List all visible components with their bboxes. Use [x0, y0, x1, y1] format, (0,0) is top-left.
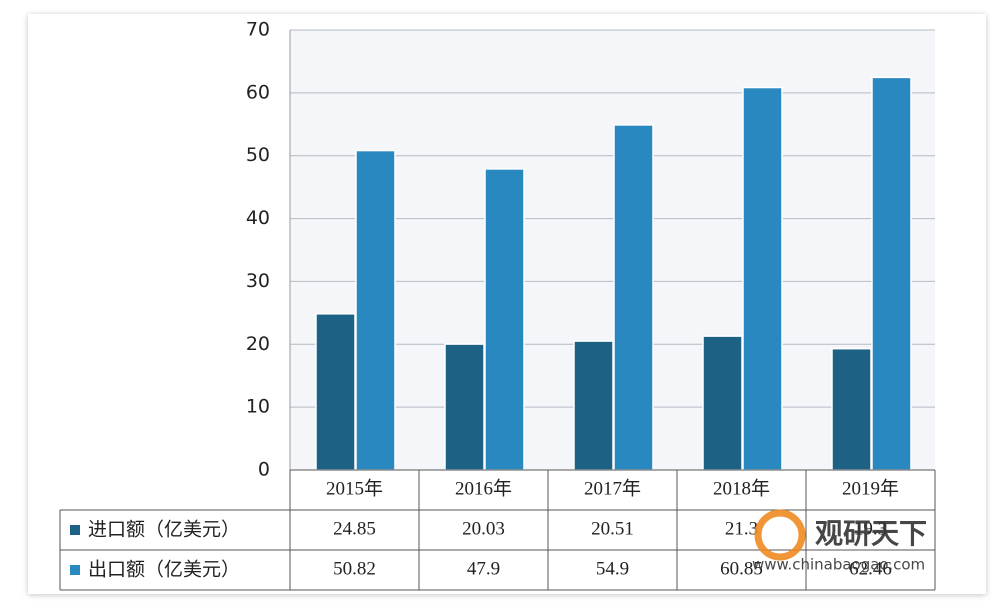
bar — [871, 76, 912, 471]
bar — [355, 149, 396, 471]
table-value: 62.46 — [849, 558, 892, 579]
bar — [702, 335, 743, 471]
watermark-brand: 观研天下 — [815, 517, 927, 550]
table-value: 60.85 — [720, 558, 763, 579]
table-value: 20.03 — [462, 518, 505, 539]
table-value: 47.9 — [467, 558, 500, 579]
table-value: 21.3 — [725, 518, 758, 539]
bar — [613, 124, 654, 471]
watermark: 观研天下 www.chinabaogao.com — [752, 509, 927, 574]
bar — [742, 86, 783, 471]
y-tick-label: 50 — [246, 144, 270, 166]
bar — [573, 340, 614, 471]
y-tick-label: 30 — [246, 270, 270, 292]
legend-swatch — [70, 525, 80, 535]
bar — [831, 347, 872, 471]
y-tick-label: 10 — [246, 396, 270, 418]
bar — [444, 343, 485, 471]
legend-swatch — [70, 565, 80, 575]
x-tick-label: 2018年 — [713, 477, 770, 499]
legend-label: 出口额（亿美元） — [88, 559, 240, 581]
table-value: 20.51 — [591, 518, 634, 539]
watermark-url: www.chinabaogao.com — [752, 556, 925, 574]
table-value: 54.9 — [596, 558, 629, 579]
table-value: 19.3 — [854, 518, 887, 539]
x-tick-label: 2016年 — [455, 477, 512, 499]
legend-label: 进口额（亿美元） — [88, 519, 240, 541]
x-tick-label: 2015年 — [326, 477, 383, 499]
table-value: 50.82 — [333, 558, 376, 579]
x-tick-label: 2019年 — [842, 477, 899, 499]
bar — [315, 313, 356, 471]
x-tick-label: 2017年 — [584, 477, 641, 499]
y-tick-label: 0 — [258, 459, 270, 481]
watermark-logo — [754, 509, 806, 561]
y-tick-label: 60 — [246, 81, 270, 103]
y-tick-label: 40 — [246, 207, 270, 229]
table-value: 24.85 — [333, 518, 376, 539]
y-tick-label: 20 — [246, 333, 270, 355]
y-tick-label: 70 — [246, 19, 270, 41]
bar — [484, 168, 525, 471]
